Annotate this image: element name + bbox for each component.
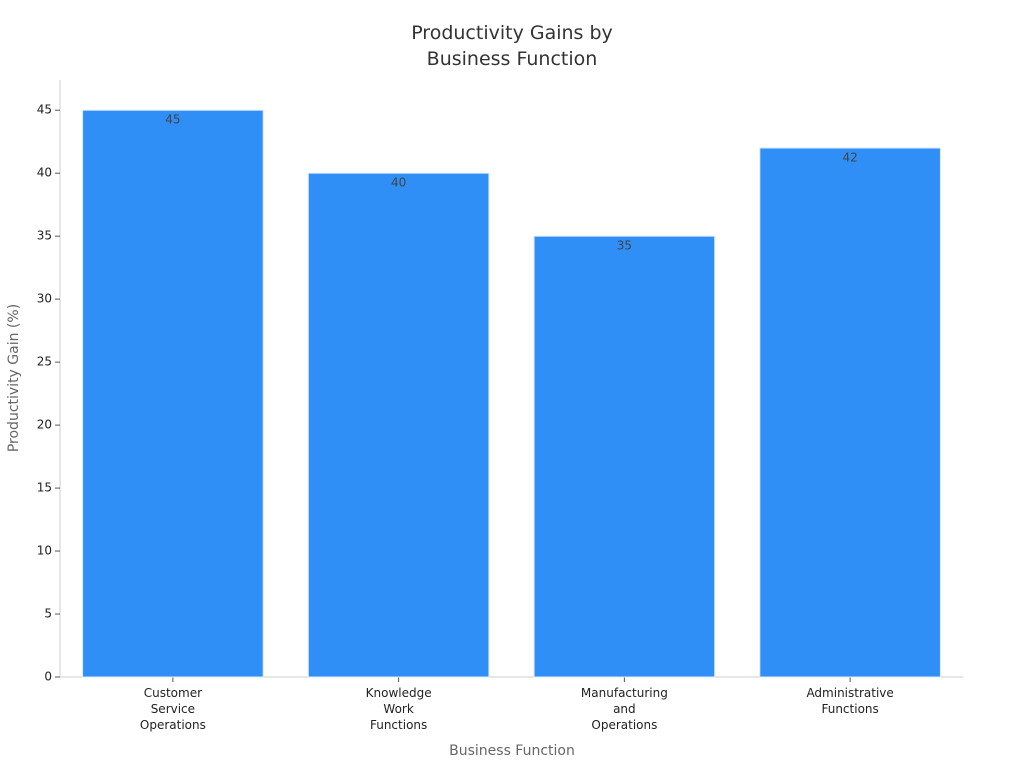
y-tick-label: 10 [37, 544, 52, 558]
x-tick-label: Knowledge Work Functions [366, 686, 432, 732]
x-tick-label: Manufacturing and Operations [581, 686, 668, 732]
bar [307, 172, 490, 678]
y-tick-label: 40 [37, 166, 52, 180]
value-label: 45 [165, 113, 180, 127]
x-tick-label: Administrative Functions [806, 686, 893, 716]
bar [533, 235, 716, 678]
bar [759, 147, 941, 678]
value-label: 35 [617, 239, 632, 253]
x-axis-label: Business Function [449, 743, 575, 759]
bar [82, 109, 264, 678]
x-tick-label: Customer Service Operations [140, 686, 206, 732]
y-tick-label: 5 [44, 607, 52, 621]
y-tick-label: 25 [37, 355, 52, 369]
y-tick-label: 45 [37, 103, 52, 117]
y-tick-label: 35 [37, 229, 52, 243]
y-tick-label: 0 [44, 670, 52, 684]
y-axis-label: Productivity Gain (%) [6, 304, 22, 452]
value-label: 40 [391, 176, 406, 190]
y-tick-label: 20 [37, 418, 52, 432]
y-tick-label: 15 [37, 481, 52, 495]
y-tick-label: 30 [37, 292, 52, 306]
value-label: 42 [842, 151, 857, 165]
chart-title: Productivity Gains by Business Function [411, 22, 613, 70]
